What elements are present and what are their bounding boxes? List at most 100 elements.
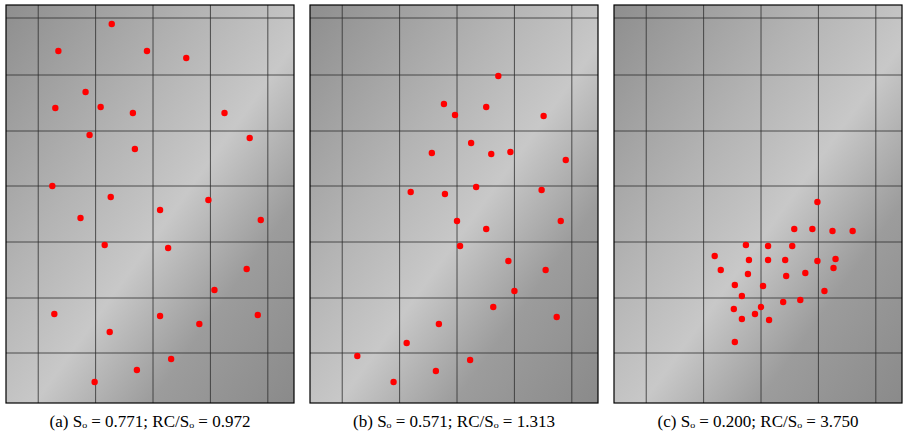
point xyxy=(55,48,61,54)
grid-line xyxy=(95,5,96,403)
grid-line xyxy=(875,5,876,403)
point xyxy=(830,265,836,271)
grid-line xyxy=(614,242,902,243)
point xyxy=(132,146,138,152)
point xyxy=(205,197,211,203)
point xyxy=(752,311,758,317)
grid-line xyxy=(614,186,902,187)
caption: (c) Sₒ = 0.200; RC/Sₒ = 3.750 xyxy=(658,412,859,431)
point xyxy=(436,321,442,327)
grid-line xyxy=(310,353,598,354)
point xyxy=(488,151,494,157)
point xyxy=(130,110,136,116)
point xyxy=(101,242,107,248)
point xyxy=(505,258,511,264)
grid xyxy=(6,5,294,403)
grid-line xyxy=(646,5,647,403)
point xyxy=(457,243,463,249)
point xyxy=(732,282,738,288)
point xyxy=(766,317,772,323)
point xyxy=(452,112,458,118)
grid-line xyxy=(614,298,902,299)
panel: (b) Sₒ = 0.571; RC/Sₒ = 1.313 xyxy=(310,5,598,431)
point xyxy=(746,257,752,263)
point xyxy=(797,297,803,303)
point xyxy=(255,312,261,318)
point xyxy=(468,140,474,146)
point xyxy=(211,287,217,293)
point xyxy=(743,242,749,248)
points xyxy=(711,199,855,345)
point xyxy=(495,73,501,79)
point xyxy=(390,379,396,385)
point xyxy=(765,257,771,263)
point xyxy=(732,339,738,345)
grid-line xyxy=(6,353,294,354)
grid xyxy=(310,5,598,403)
point xyxy=(782,257,788,263)
point xyxy=(821,288,827,294)
grid-line xyxy=(571,5,572,403)
figure: (a) Sₒ = 0.771; RC/Sₒ = 0.972(b) Sₒ = 0.… xyxy=(0,0,908,438)
point xyxy=(77,215,83,221)
grid-line xyxy=(6,75,294,76)
point xyxy=(542,267,548,273)
point xyxy=(49,183,55,189)
grid-line xyxy=(310,131,598,132)
image-background xyxy=(310,5,598,403)
point xyxy=(791,226,797,232)
point xyxy=(354,353,360,359)
point xyxy=(558,218,564,224)
image-background xyxy=(614,5,902,403)
point xyxy=(168,356,174,362)
point xyxy=(765,243,771,249)
point xyxy=(829,228,835,234)
grid-line xyxy=(514,5,515,403)
grid-line xyxy=(310,18,598,19)
point xyxy=(789,243,795,249)
grid-line xyxy=(310,298,598,299)
point xyxy=(849,228,855,234)
point xyxy=(538,187,544,193)
point xyxy=(441,101,447,107)
panel: (c) Sₒ = 0.200; RC/Sₒ = 3.750 xyxy=(614,5,902,431)
point xyxy=(134,367,140,373)
point xyxy=(711,253,717,259)
point xyxy=(51,311,57,317)
point xyxy=(221,110,227,116)
frame xyxy=(614,5,902,403)
point xyxy=(832,256,838,262)
point xyxy=(258,217,264,223)
point xyxy=(196,321,202,327)
point xyxy=(718,267,724,273)
grid-line xyxy=(6,242,294,243)
panel: (a) Sₒ = 0.771; RC/Sₒ = 0.972 xyxy=(6,5,294,431)
point xyxy=(165,245,171,251)
point xyxy=(739,316,745,322)
point xyxy=(403,340,409,346)
point xyxy=(745,271,751,277)
point xyxy=(109,21,115,27)
point xyxy=(473,184,479,190)
grid-line xyxy=(761,5,762,403)
point xyxy=(454,218,460,224)
point xyxy=(783,273,789,279)
point xyxy=(809,226,815,232)
grid-line xyxy=(38,5,39,403)
image-background xyxy=(6,5,294,403)
grid-line xyxy=(703,5,704,403)
grid-line xyxy=(6,298,294,299)
frame xyxy=(6,5,294,403)
point xyxy=(490,304,496,310)
frame xyxy=(310,5,598,403)
grid-line xyxy=(457,5,458,403)
point xyxy=(483,226,489,232)
points xyxy=(49,21,264,385)
grid-line xyxy=(310,186,598,187)
point xyxy=(554,314,560,320)
grid-line xyxy=(210,5,211,403)
point xyxy=(82,89,88,95)
point xyxy=(52,105,58,111)
point xyxy=(802,270,808,276)
point xyxy=(429,150,435,156)
